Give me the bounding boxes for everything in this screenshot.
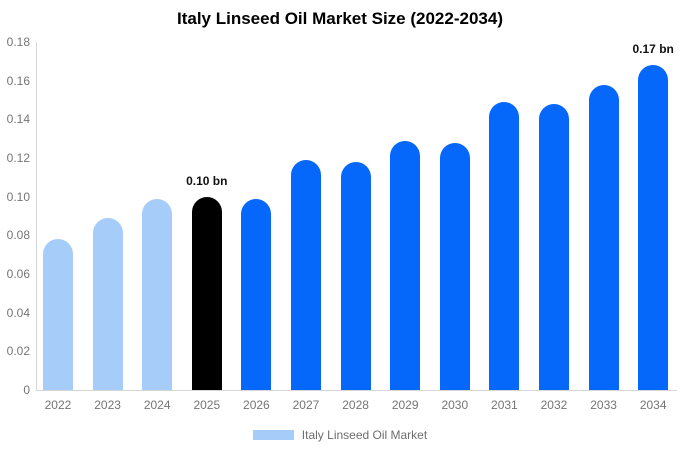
y-tick-label: 0.10 [6,189,30,204]
legend-swatch [252,430,294,440]
x-axis-label-2025: 2025 [193,398,221,412]
legend: Italy Linseed Oil Market [0,427,680,443]
annotation-2025: 0.10 bn [186,173,228,188]
y-tick-label: 0.18 [6,35,30,49]
legend-label: Italy Linseed Oil Market [301,428,428,442]
x-axis-label-2032: 2032 [540,398,568,412]
y-tick-label: 0.16 [6,73,30,88]
bar-2024 [142,198,173,390]
x-axis-label-2022: 2022 [44,398,72,412]
x-axis-label-2026: 2026 [243,398,270,412]
bar-2022 [43,239,73,390]
y-tick-label: 0.06 [6,267,30,281]
bar-2028 [340,161,371,390]
y-tick-label: 0 [23,383,30,397]
bar-2034 [638,65,669,390]
x-axis-label-2031: 2031 [491,398,518,412]
bar-2025 [191,196,222,390]
bar-2031 [489,101,520,390]
bar-2026 [241,198,272,390]
y-axis-line [36,42,37,391]
annotation-2034: 0.17 bn [632,42,674,57]
x-axis-label-2030: 2030 [441,398,469,412]
bar-2029 [390,140,421,390]
bar-2032 [539,103,569,390]
x-axis-label-2024: 2024 [143,398,171,412]
y-tick-label: 0.08 [6,228,30,243]
x-axis-label-2033: 2033 [590,398,617,412]
x-axis-label-2034: 2034 [639,398,667,412]
bar-2023 [92,217,123,390]
y-tick-label: 0.04 [6,305,30,320]
x-axis-label-2027: 2027 [292,398,320,412]
x-axis-label-2023: 2023 [94,398,121,412]
bar-2033 [588,84,619,390]
x-axis-line [36,390,677,391]
y-tick-label: 0.12 [6,151,30,165]
bar-2030 [439,142,470,390]
x-axis-label-2029: 2029 [391,398,419,412]
y-tick-label: 0.02 [6,344,30,359]
chart-title: Italy Linseed Oil Market Size (2022-2034… [177,9,503,28]
bar-2027 [291,159,321,390]
x-axis-label-2028: 2028 [342,398,369,412]
y-tick-label: 0.14 [6,112,30,127]
